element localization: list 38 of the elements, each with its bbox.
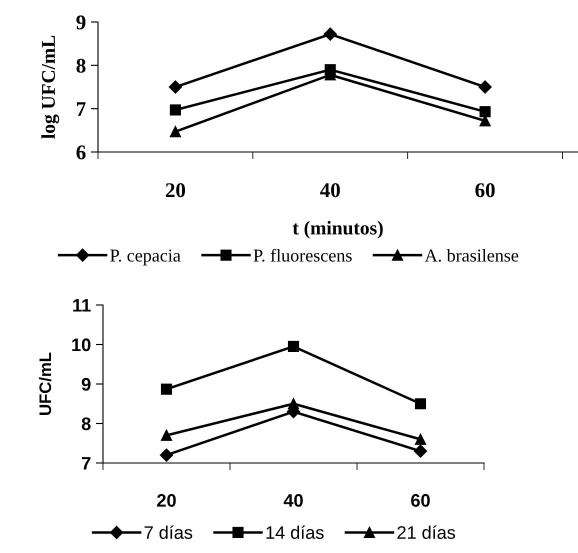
point: [160, 384, 172, 395]
y-tick-label: 8: [76, 58, 86, 73]
point: [480, 106, 491, 118]
point: [288, 340, 300, 352]
x-tick-label: 20: [157, 494, 176, 507]
legend-label: 14 días: [266, 525, 324, 539]
y-tick-label: 9: [82, 378, 91, 391]
point: [288, 398, 300, 410]
x-axis-title: t (minutos): [292, 220, 383, 239]
y-tick-label: 9: [76, 15, 86, 30]
point: [160, 448, 174, 462]
x-tick-label: 60: [411, 494, 430, 507]
x-tick-label: 60: [475, 183, 495, 198]
point: [478, 80, 492, 94]
legend-label: P. fluorescens: [254, 248, 352, 262]
point: [414, 398, 426, 410]
y-tick-label: 10: [72, 338, 90, 352]
y-axis-title: log UFC/mL: [41, 36, 60, 139]
y-tick-label: 6: [76, 145, 86, 160]
x-tick-label: 20: [166, 183, 186, 198]
legend-label: A. brasilense: [424, 248, 518, 262]
x-tick-label: 40: [284, 494, 303, 507]
point: [160, 430, 172, 441]
y-tick-label: 8: [82, 417, 91, 430]
y-tick-label: 11: [73, 299, 91, 312]
point: [168, 80, 182, 94]
point: [324, 28, 337, 41]
point: [170, 104, 181, 116]
y-tick-label: 7: [76, 102, 86, 116]
point: [414, 434, 426, 445]
y-axis-title: UFC/mL: [38, 352, 52, 415]
legend-label: 7 días: [144, 525, 192, 539]
y-tick-label: 7: [82, 457, 90, 470]
legend-label: 21 días: [397, 525, 456, 539]
legend-label: P. cepacia: [110, 250, 181, 266]
point: [170, 126, 181, 138]
x-tick-label: 40: [320, 183, 340, 198]
point: [414, 444, 428, 458]
